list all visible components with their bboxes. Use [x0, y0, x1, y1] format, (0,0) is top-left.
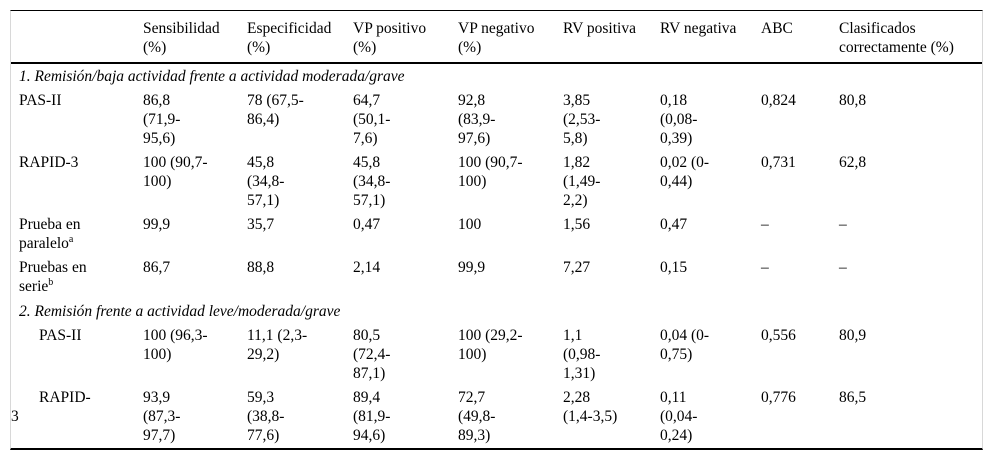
- cell-sensibilidad: 93,9 (87,3- 97,7): [143, 389, 181, 444]
- cell-vp-negativo: 100 (29,2- 100): [458, 327, 523, 363]
- cell-especificidad: 59,3 (38,8- 77,6): [247, 389, 285, 444]
- footnote-marker-a: a: [68, 233, 74, 245]
- cell-rv-negativa: 0,15: [660, 259, 688, 276]
- cell-rv-positiva: 1,56: [563, 216, 591, 233]
- row-label: PAS-II: [39, 327, 82, 344]
- cell-clasificados: –: [839, 216, 847, 233]
- footnote-marker-b: b: [48, 276, 54, 288]
- header-row: Sensibilidad (%) Especificidad (%) VP po…: [11, 11, 982, 64]
- cell-abc: –: [761, 259, 769, 276]
- cell-vp-positivo: 80,5 (72,4- 87,1): [353, 327, 391, 382]
- cell-vp-negativo: 72,7 (49,8- 89,3): [458, 389, 496, 444]
- section-2-heading: 2. Remisión frente a actividad leve/mode…: [19, 303, 341, 320]
- cell-rv-negativa: 0,18 (0,08- 0,39): [660, 92, 698, 147]
- cell-sensibilidad: 86,8 (71,9- 95,6): [143, 92, 181, 147]
- cell-rv-negativa: 0,04 (0- 0,75): [660, 327, 710, 363]
- diagnostic-accuracy-table: Sensibilidad (%) Especificidad (%) VP po…: [10, 10, 983, 450]
- col-header-rv-positiva: RV positiva: [563, 20, 636, 37]
- col-header-rv-negativa: RV negativa: [660, 20, 737, 37]
- col-header-clasificados: Clasificados correctamente (%): [839, 20, 954, 56]
- cell-abc: –: [761, 216, 769, 233]
- table-row-rapid-3-2: RAPID- 3 93,9 (87,3- 97,7) 59,3 (38,8- 7…: [11, 386, 982, 448]
- cell-rv-positiva: 7,27: [563, 259, 591, 276]
- col-header-abc: ABC: [761, 20, 793, 37]
- table-row-prueba-en-paralelo: Prueba en paraleloa 99,9 35,7 0,47 100 1…: [11, 213, 982, 256]
- cell-vp-negativo: 92,8 (83,9- 97,6): [458, 92, 496, 147]
- row-label: PAS-II: [19, 92, 62, 109]
- cell-vp-positivo: 89,4 (81,9- 94,6): [353, 389, 391, 444]
- cell-abc: 0,776: [761, 389, 796, 406]
- col-header-empty: [11, 11, 143, 24]
- col-header-vp-positivo: VP positivo (%): [353, 20, 427, 56]
- cell-clasificados: 86,5: [839, 389, 867, 406]
- col-header-especificidad: Especificidad (%): [247, 20, 332, 56]
- cell-rv-positiva: 2,28 (1,4-3,5): [563, 389, 618, 425]
- cell-vp-positivo: 45,8 (34,8- 57,1): [353, 154, 391, 209]
- cell-clasificados: –: [839, 259, 847, 276]
- row-label: Pruebas en serieb: [19, 259, 87, 295]
- cell-rv-negativa: 0,02 (0- 0,44): [660, 154, 710, 190]
- cell-sensibilidad: 86,7: [143, 259, 171, 276]
- cell-clasificados: 62,8: [839, 154, 867, 171]
- cell-vp-negativo: 100 (90,7- 100): [458, 154, 523, 190]
- section-1-heading: 1. Remisión/baja actividad frente a acti…: [19, 68, 405, 85]
- row-label: Prueba en paraleloa: [19, 216, 81, 252]
- cell-sensibilidad: 99,9: [143, 216, 171, 233]
- table-row-pas-ii-2: PAS-II 100 (96,3- 100) 11,1 (2,3- 29,2) …: [11, 324, 982, 386]
- table-row-pas-ii-1: PAS-II 86,8 (71,9- 95,6) 78 (67,5- 86,4)…: [11, 89, 982, 151]
- cell-rv-negativa: 0,47: [660, 216, 688, 233]
- cell-rv-positiva: 1,1 (0,98- 1,31): [563, 327, 601, 382]
- cell-vp-positivo: 2,14: [353, 259, 381, 276]
- cell-especificidad: 78 (67,5- 86,4): [247, 92, 304, 128]
- cell-abc: 0,556: [761, 327, 796, 344]
- cell-rv-negativa: 0,11 (0,04- 0,24): [660, 389, 698, 444]
- cell-clasificados: 80,8: [839, 92, 867, 109]
- cell-sensibilidad: 100 (90,7- 100): [143, 154, 208, 190]
- cell-vp-negativo: 99,9: [458, 259, 486, 276]
- col-header-vp-negativo: VP negativo (%): [458, 20, 535, 56]
- cell-vp-negativo: 100: [458, 216, 482, 233]
- cell-rv-positiva: 3,85 (2,53- 5,8): [563, 92, 601, 147]
- col-header-sensibilidad: Sensibilidad (%): [143, 20, 220, 56]
- cell-especificidad: 88,8: [247, 259, 275, 276]
- cell-clasificados: 80,9: [839, 327, 867, 344]
- cell-abc: 0,731: [761, 154, 796, 171]
- cell-especificidad: 11,1 (2,3- 29,2): [247, 327, 308, 363]
- cell-especificidad: 45,8 (34,8- 57,1): [247, 154, 285, 209]
- row-label: RAPID-3: [19, 154, 79, 171]
- cell-vp-positivo: 64,7 (50,1- 7,6): [353, 92, 391, 147]
- cell-especificidad: 35,7: [247, 216, 275, 233]
- row-label: RAPID- 3: [11, 389, 91, 425]
- cell-rv-positiva: 1,82 (1,49- 2,2): [563, 154, 601, 209]
- cell-abc: 0,824: [761, 92, 796, 109]
- table-row-rapid-3-1: RAPID-3 100 (90,7- 100) 45,8 (34,8- 57,1…: [11, 151, 982, 213]
- cell-sensibilidad: 100 (96,3- 100): [143, 327, 208, 363]
- cell-vp-positivo: 0,47: [353, 216, 381, 233]
- table-row-pruebas-en-serie: Pruebas en serieb 86,7 88,8 2,14 99,9 7,…: [11, 256, 982, 299]
